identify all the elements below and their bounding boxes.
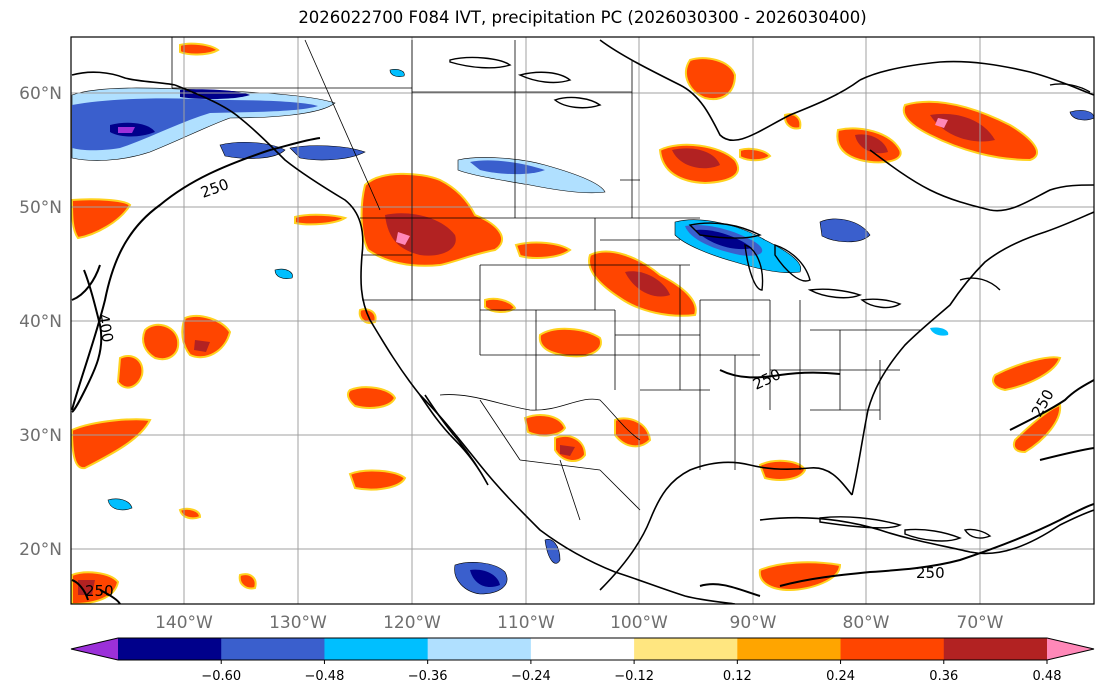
colorbar-swatch <box>221 638 325 660</box>
colorbar: −0.60 −0.48 −0.36 −0.24 −0.12 0.12 0.24 0.36 0.4… <box>70 637 1095 684</box>
colorbar-tick-label: −0.60 <box>201 669 241 684</box>
lat-label: 50°N <box>19 198 62 218</box>
colorbar-outline <box>70 637 1095 661</box>
colorbar-tick-label: −0.24 <box>511 669 551 684</box>
colorbar-tick-label: 0.12 <box>723 669 752 684</box>
longitude-labels: 140°W 130°W 120°W 110°W 100°W 90°W 80°W … <box>155 613 1004 633</box>
colorbar-swatch <box>118 638 222 660</box>
colorbar-tick-label: −0.12 <box>614 669 654 684</box>
lon-label: 140°W <box>155 613 213 633</box>
lon-label: 130°W <box>269 613 327 633</box>
colorbar-swatch <box>840 638 945 660</box>
colorbar-tick-label: −0.48 <box>305 669 345 684</box>
precip-negative-anomalies <box>71 69 1094 595</box>
colorbar-swatch <box>324 638 429 660</box>
colorbar-swatch <box>943 638 1048 660</box>
lat-label: 40°N <box>19 312 62 332</box>
latitude-labels: 60°N 50°N 40°N 30°N 20°N <box>19 84 62 560</box>
lon-label: 120°W <box>383 613 441 633</box>
colorbar-extend-low <box>71 638 118 660</box>
map-frame <box>70 36 1095 605</box>
lon-label: 90°W <box>730 613 777 633</box>
graticule <box>71 37 1094 604</box>
lon-label: 80°W <box>843 613 890 633</box>
colorbar-tick-label: 0.48 <box>1033 669 1062 684</box>
lat-label: 60°N <box>19 84 62 104</box>
ivt-contours <box>71 137 1094 604</box>
colorbar-extend-high <box>1047 638 1094 660</box>
contour-label: 400 <box>94 313 117 344</box>
precip-positive-anomalies <box>71 42 1062 604</box>
lake-outlines <box>688 222 902 309</box>
contour-label: 250 <box>916 564 945 582</box>
colorbar-swatch <box>427 638 532 660</box>
colorbar-tick-label: 0.36 <box>929 669 958 684</box>
lon-label: 100°W <box>610 613 668 633</box>
contour-label: 250 <box>85 582 114 600</box>
colorbar-tick-label: −0.36 <box>408 669 448 684</box>
coastlines <box>71 39 1094 604</box>
colorbar-swatch <box>634 638 738 660</box>
lon-label: 110°W <box>497 613 555 633</box>
island-outlines <box>449 56 1091 542</box>
lon-label: 70°W <box>957 613 1004 633</box>
colorbar-tick-label: 0.24 <box>826 669 855 684</box>
colorbar-swatch <box>530 638 635 660</box>
map-title: 2026022700 F084 IVT, precipitation PC (2… <box>298 8 867 27</box>
colorbar-swatch <box>737 638 842 660</box>
lat-label: 30°N <box>19 426 62 446</box>
state-borders <box>171 37 920 521</box>
lat-label: 20°N <box>19 540 62 560</box>
